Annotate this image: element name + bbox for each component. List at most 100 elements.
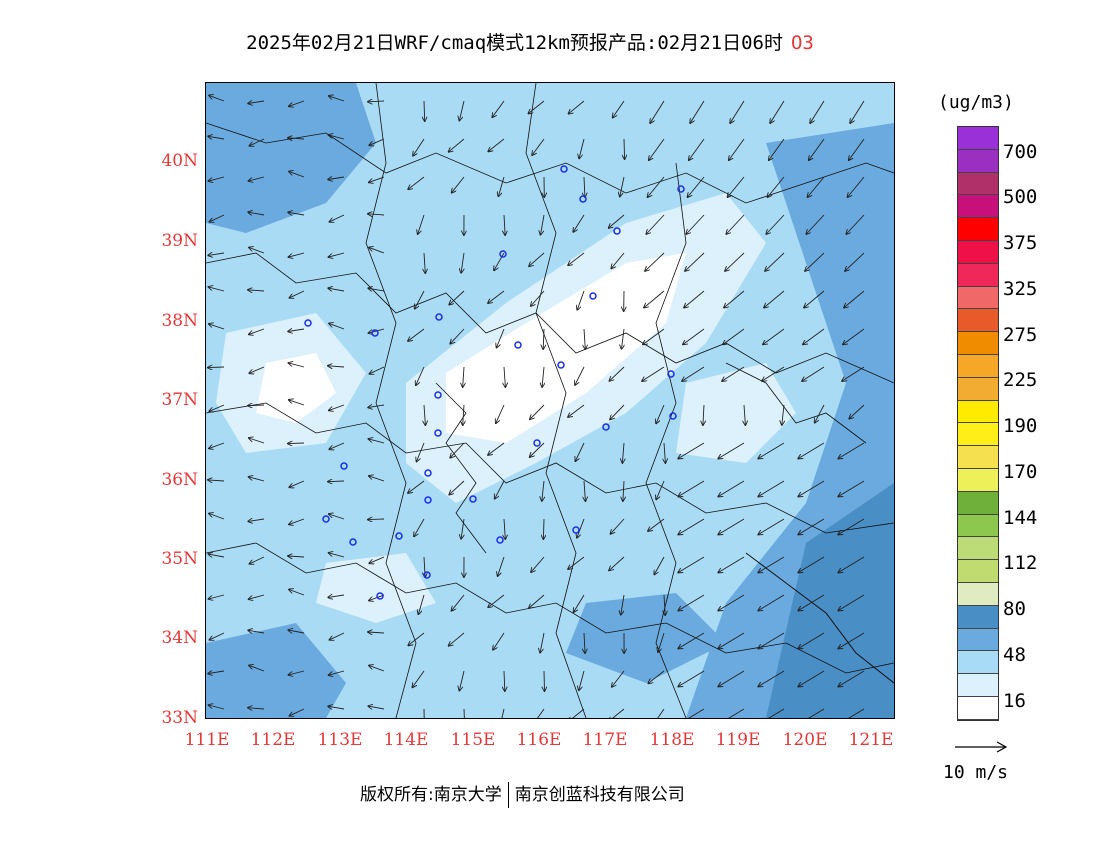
wind-arrow [656, 480, 665, 499]
wind-arrow [492, 100, 505, 117]
legend-unit: (ug/m3) [938, 92, 1014, 113]
wind-arrow [370, 366, 385, 374]
wind-arrow [765, 252, 785, 271]
wind-arrow [584, 328, 585, 349]
wind-arrow [575, 366, 585, 385]
wind-arrow [838, 518, 865, 535]
color-bar-cell [958, 582, 998, 606]
wind-arrow [328, 706, 345, 709]
color-bar-cell [958, 127, 998, 150]
wind-arrow [209, 514, 225, 520]
legend-label-225: 225 [1003, 369, 1038, 391]
wind-arrow [685, 252, 705, 271]
wind-arrow [488, 290, 505, 303]
station-marker [435, 313, 443, 321]
wind-arrow [848, 708, 865, 718]
wind-arrow [368, 214, 385, 215]
color-bar-cell [958, 628, 998, 652]
wind-arrow [329, 252, 345, 257]
wind-arrow [678, 442, 705, 459]
wind-arrow [568, 252, 585, 265]
wind-arrow [288, 212, 305, 215]
wind-arrow [762, 366, 785, 381]
wind-arrow [413, 138, 425, 156]
wind-arrow [209, 442, 225, 448]
wind-arrow [449, 632, 465, 646]
wind-arrow [209, 287, 225, 292]
wind-arrow [541, 214, 545, 235]
wind-arrow [815, 404, 825, 423]
wind-arrow [369, 556, 385, 563]
legend-label-144: 144 [1003, 507, 1038, 529]
wind-arrow [449, 480, 465, 495]
wind-arrow [690, 100, 705, 123]
wind-arrow [577, 518, 585, 538]
color-bar-cell [958, 491, 998, 515]
wind-arrow [568, 556, 585, 569]
wind-arrow [542, 480, 544, 501]
station-marker [560, 165, 568, 173]
wind-arrow [328, 288, 345, 291]
lat-label-37n: 37N [161, 390, 198, 410]
wind-arrow [418, 214, 425, 234]
wind-arrow [369, 594, 385, 601]
color-bar-cell [958, 423, 998, 447]
wind-arrow [845, 252, 865, 271]
wind-arrow [621, 594, 625, 615]
wind-arrow [568, 404, 585, 417]
wind-arrow [330, 632, 345, 640]
wind-arrow [408, 480, 425, 493]
wind-arrow [495, 480, 505, 499]
wind-arrow [488, 442, 505, 455]
lat-label-36n: 36N [161, 470, 198, 490]
wind-arrow [809, 138, 825, 160]
legend-label-190: 190 [1003, 415, 1038, 437]
wind-arrow [678, 594, 705, 611]
wind-arrow [288, 443, 305, 444]
wind-arrow [664, 442, 665, 463]
station-marker [572, 526, 580, 534]
wind-arrow [459, 100, 465, 121]
wind-arrow [368, 101, 385, 102]
wind-arrow [569, 100, 585, 114]
wind-reference-arrow [955, 741, 1008, 753]
wind-arrow [368, 405, 385, 408]
wind-arrow [656, 404, 665, 423]
wind-arrow [682, 366, 705, 381]
station-marker [349, 538, 357, 546]
wind-arrow [542, 366, 544, 387]
wind-arrow [644, 290, 665, 308]
wind-arrow [424, 252, 425, 273]
wind-arrow [768, 708, 785, 718]
wind-arrow [412, 670, 425, 687]
wind-arrow [718, 670, 745, 687]
wind-arrow [678, 518, 705, 535]
station-marker [376, 592, 384, 600]
wind-arrow [645, 252, 665, 271]
wind-arrow [208, 671, 225, 674]
wind-arrow [838, 670, 865, 687]
wind-arrow [728, 708, 745, 718]
wind-arrow [329, 514, 345, 520]
wind-arrow [452, 594, 465, 611]
wind-arrow [726, 214, 745, 234]
wind-arrow [249, 665, 265, 672]
wind-arrow [804, 290, 825, 308]
wind-arrow [369, 247, 385, 254]
wind-arrow [369, 328, 385, 333]
monitoring-stations [304, 165, 685, 600]
wind-arrow [810, 100, 825, 123]
wind-arrow [842, 366, 865, 381]
wind-arrow [210, 214, 225, 222]
lon-label-119e: 119E [715, 730, 761, 750]
color-bar-cell [958, 446, 998, 469]
station-marker [613, 227, 621, 235]
lat-label-40n: 40N [161, 151, 198, 171]
wind-arrow [844, 290, 865, 308]
wind-arrow [718, 594, 745, 611]
wind-arrow [850, 100, 865, 123]
station-marker [514, 341, 522, 349]
wind-arrow [497, 328, 505, 348]
wind-arrow [530, 404, 545, 419]
wind-arrow [208, 253, 225, 255]
